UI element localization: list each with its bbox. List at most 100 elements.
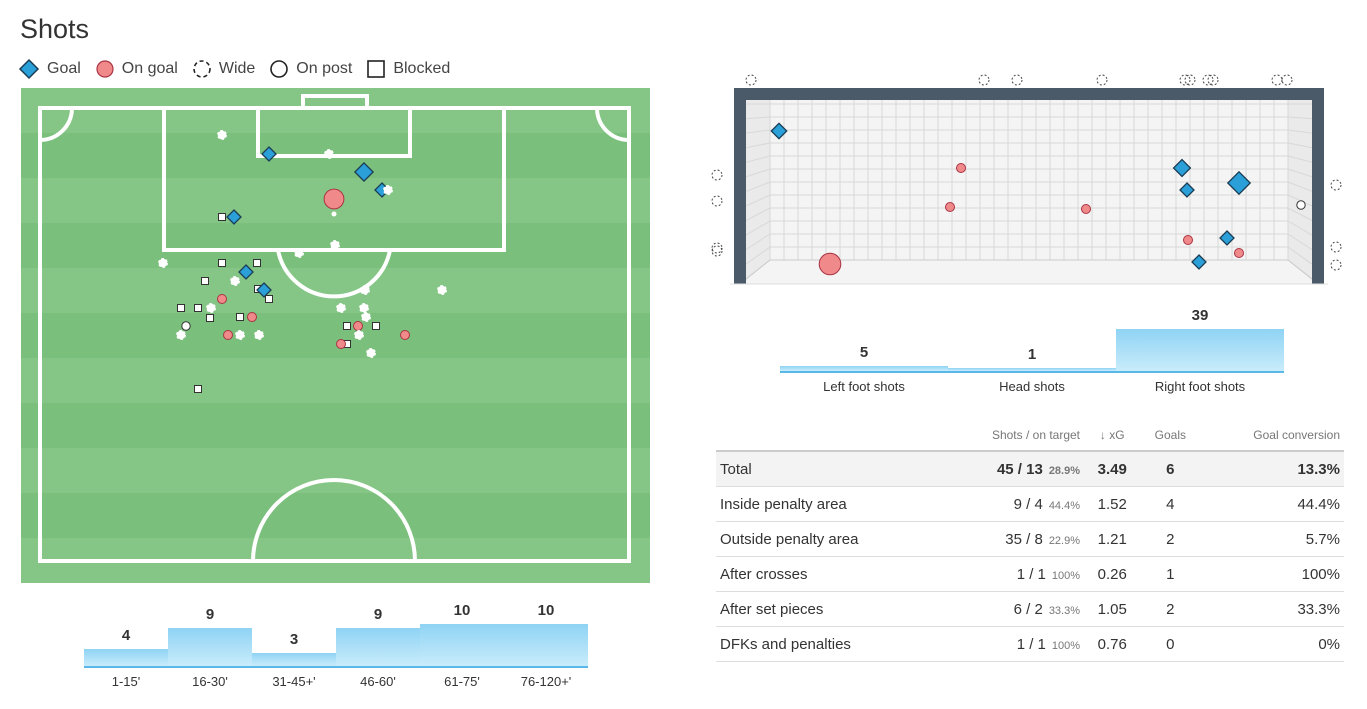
body-part-bar[interactable]: 1 Head shots [948, 300, 1116, 394]
time-period-bar[interactable]: 9 16-30' [168, 590, 252, 689]
col-xg[interactable]: ↓ xG [1099, 428, 1125, 442]
shot-wide-marker[interactable] [1184, 74, 1196, 86]
shot-on-goal-marker[interactable] [223, 330, 233, 340]
shot-on-goal-marker[interactable] [818, 252, 842, 276]
shot-wide-marker[interactable] [1011, 74, 1023, 86]
shot-on-goal-marker[interactable] [1081, 204, 1091, 214]
shot-blocked-marker[interactable] [194, 304, 202, 312]
shot-wide-marker[interactable] [1271, 74, 1283, 86]
shot-wide-marker[interactable] [711, 195, 723, 207]
table-row[interactable]: After set pieces 6 / 2 33.3% 1.05 2 33.3% [716, 591, 1344, 627]
shot-wide-marker[interactable] [254, 330, 265, 341]
shot-wide-marker[interactable] [711, 242, 723, 254]
shot-wide-marker[interactable] [745, 74, 757, 86]
col-conversion[interactable]: Goal conversion [1253, 428, 1340, 442]
shot-blocked-marker[interactable] [194, 385, 202, 393]
table-row[interactable]: Total 45 / 13 28.9% 3.49 6 13.3% [716, 450, 1344, 487]
shot-goal-marker[interactable] [226, 209, 242, 225]
shot-wide-marker[interactable] [217, 129, 228, 140]
shot-wide-marker[interactable] [1330, 241, 1342, 253]
time-period-bar-value: 4 [121, 627, 131, 645]
shot-wide-marker[interactable] [711, 245, 723, 257]
shot-blocked-marker[interactable] [343, 322, 351, 330]
shot-wide-marker[interactable] [359, 285, 370, 296]
table-row[interactable]: Inside penalty area 9 / 4 44.4% 1.52 4 44.4% [716, 486, 1344, 522]
shot-on-goal-marker[interactable] [323, 188, 345, 210]
shot-wide-marker[interactable] [978, 74, 990, 86]
shot-wide-marker[interactable] [158, 258, 169, 269]
shot-wide-marker[interactable] [230, 276, 241, 287]
shot-goal-marker[interactable] [1219, 230, 1235, 246]
shot-wide-marker[interactable] [1207, 74, 1219, 86]
shot-on-goal-marker[interactable] [400, 330, 410, 340]
col-shots[interactable]: Shots / on target [991, 428, 1081, 442]
shot-on-post-marker[interactable] [1296, 200, 1306, 210]
body-part-bar[interactable]: 5 Left foot shots [780, 300, 948, 394]
table-row[interactable]: After crosses 1 / 1 100% 0.26 1 100% [716, 556, 1344, 592]
row-xg: 1.05 [1084, 591, 1141, 627]
shot-goal-marker[interactable] [353, 161, 375, 183]
legend-wide[interactable]: Wide [192, 59, 255, 79]
shot-wide-marker[interactable] [1179, 74, 1191, 86]
shot-wide-marker[interactable] [360, 312, 371, 323]
shot-goal-marker[interactable] [238, 264, 254, 280]
time-period-bar[interactable]: 10 61-75' [420, 590, 504, 689]
legend-on-goal[interactable]: On goal [95, 59, 178, 79]
shot-goal-marker[interactable] [1179, 182, 1195, 198]
shot-on-goal-marker[interactable] [247, 312, 257, 322]
shot-wide-marker[interactable] [1096, 74, 1108, 86]
shot-on-goal-marker[interactable] [1234, 248, 1244, 258]
table-row[interactable]: Outside penalty area 35 / 8 22.9% 1.21 2 5.7% [716, 521, 1344, 557]
shot-wide-marker[interactable] [1330, 259, 1342, 271]
shot-on-goal-marker[interactable] [336, 339, 346, 349]
shot-wide-marker[interactable] [206, 303, 217, 314]
shot-wide-marker[interactable] [382, 185, 393, 196]
shot-goal-marker[interactable] [256, 282, 272, 298]
shot-blocked-marker[interactable] [206, 314, 214, 322]
shot-on-goal-marker[interactable] [956, 163, 966, 173]
legend-goal[interactable]: Goal [18, 58, 81, 80]
shot-wide-marker[interactable] [365, 347, 376, 358]
shot-blocked-marker[interactable] [372, 322, 380, 330]
shot-wide-marker[interactable] [235, 330, 246, 341]
shot-blocked-marker[interactable] [177, 304, 185, 312]
body-part-bar[interactable]: 39 Right foot shots [1116, 300, 1284, 394]
row-goals: 2 [1140, 591, 1201, 627]
shot-wide-marker[interactable] [176, 330, 187, 341]
time-period-bar[interactable]: 10 76-120+' [504, 590, 588, 689]
shot-wide-marker[interactable] [293, 248, 304, 259]
col-goals[interactable]: Goals [1154, 428, 1187, 442]
shot-wide-marker[interactable] [1202, 74, 1214, 86]
shot-on-goal-marker[interactable] [1183, 235, 1193, 245]
shot-goal-marker[interactable] [1172, 158, 1192, 178]
shot-wide-marker[interactable] [353, 330, 364, 341]
shot-goal-marker[interactable] [261, 146, 277, 162]
shot-wide-marker[interactable] [1330, 179, 1342, 191]
legend-on-post[interactable]: On post [269, 59, 352, 79]
shot-blocked-marker[interactable] [253, 259, 261, 267]
shot-on-post-marker[interactable] [181, 321, 191, 331]
time-period-bar[interactable]: 4 1-15' [84, 590, 168, 689]
shot-wide-marker[interactable] [1281, 74, 1293, 86]
shot-wide-marker[interactable] [323, 148, 334, 159]
shot-wide-marker[interactable] [329, 240, 340, 251]
table-row[interactable]: DFKs and penalties 1 / 1 100% 0.76 0 0% [716, 626, 1344, 662]
shot-goal-marker[interactable] [770, 122, 788, 140]
shot-blocked-marker[interactable] [218, 213, 226, 221]
shot-blocked-marker[interactable] [265, 295, 273, 303]
shot-goal-marker[interactable] [1191, 254, 1207, 270]
shot-on-goal-marker[interactable] [353, 321, 363, 331]
shot-wide-marker[interactable] [436, 285, 447, 296]
shot-blocked-marker[interactable] [236, 313, 244, 321]
shot-wide-marker[interactable] [335, 303, 346, 314]
legend-blocked[interactable]: Blocked [366, 59, 450, 79]
time-period-bar[interactable]: 9 46-60' [336, 590, 420, 689]
shot-goal-marker[interactable] [1226, 170, 1252, 196]
shot-on-goal-marker[interactable] [945, 202, 955, 212]
shot-on-goal-marker[interactable] [217, 294, 227, 304]
shot-blocked-marker[interactable] [201, 277, 209, 285]
time-period-bar[interactable]: 3 31-45+' [252, 590, 336, 689]
shot-wide-marker[interactable] [711, 169, 723, 181]
shot-blocked-marker[interactable] [218, 259, 226, 267]
shot-wide-marker[interactable] [358, 303, 369, 314]
